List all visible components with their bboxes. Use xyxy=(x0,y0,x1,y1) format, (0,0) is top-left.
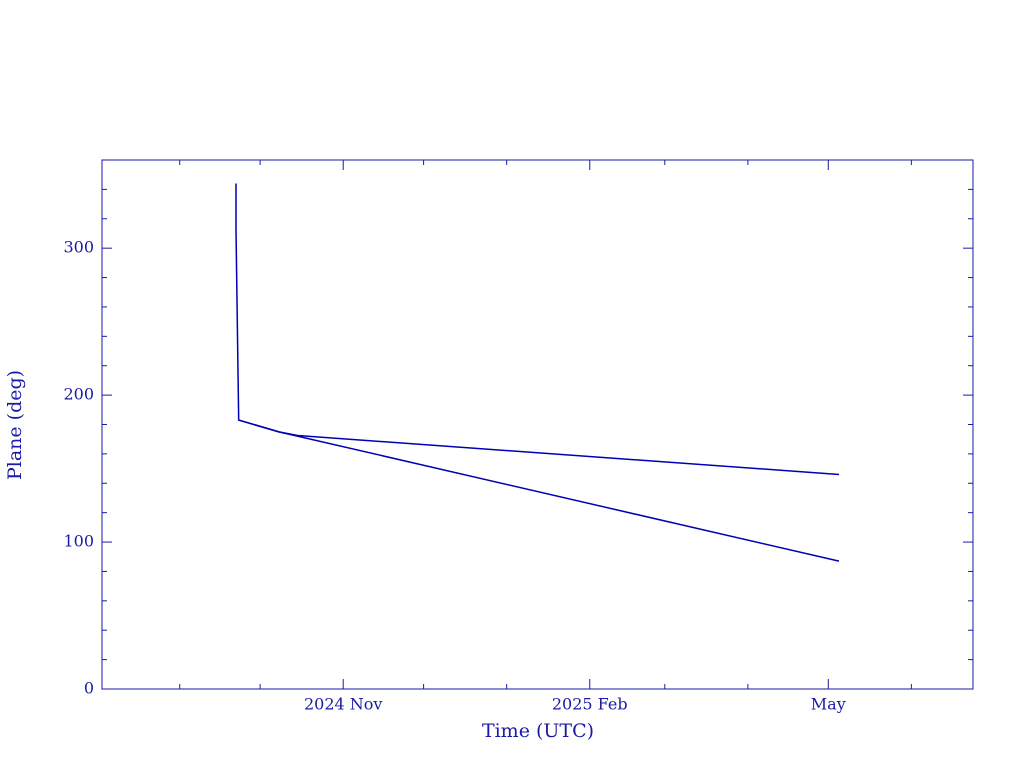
x-tick-label: 2025 Feb xyxy=(552,695,628,714)
y-axis-label: Plane (deg) xyxy=(4,370,26,480)
y-tick-label: 300 xyxy=(63,238,94,257)
y-tick-label: 200 xyxy=(63,385,94,404)
x-axis-label: Time (UTC) xyxy=(482,720,594,742)
data-line xyxy=(235,183,840,476)
plot-frame xyxy=(101,159,974,690)
y-tick-label: 0 xyxy=(84,679,94,698)
x-tick-label: May xyxy=(811,695,846,714)
x-tick-label: 2024 Nov xyxy=(304,695,382,714)
y-tick-label: 100 xyxy=(63,532,94,551)
data-line xyxy=(238,419,840,562)
